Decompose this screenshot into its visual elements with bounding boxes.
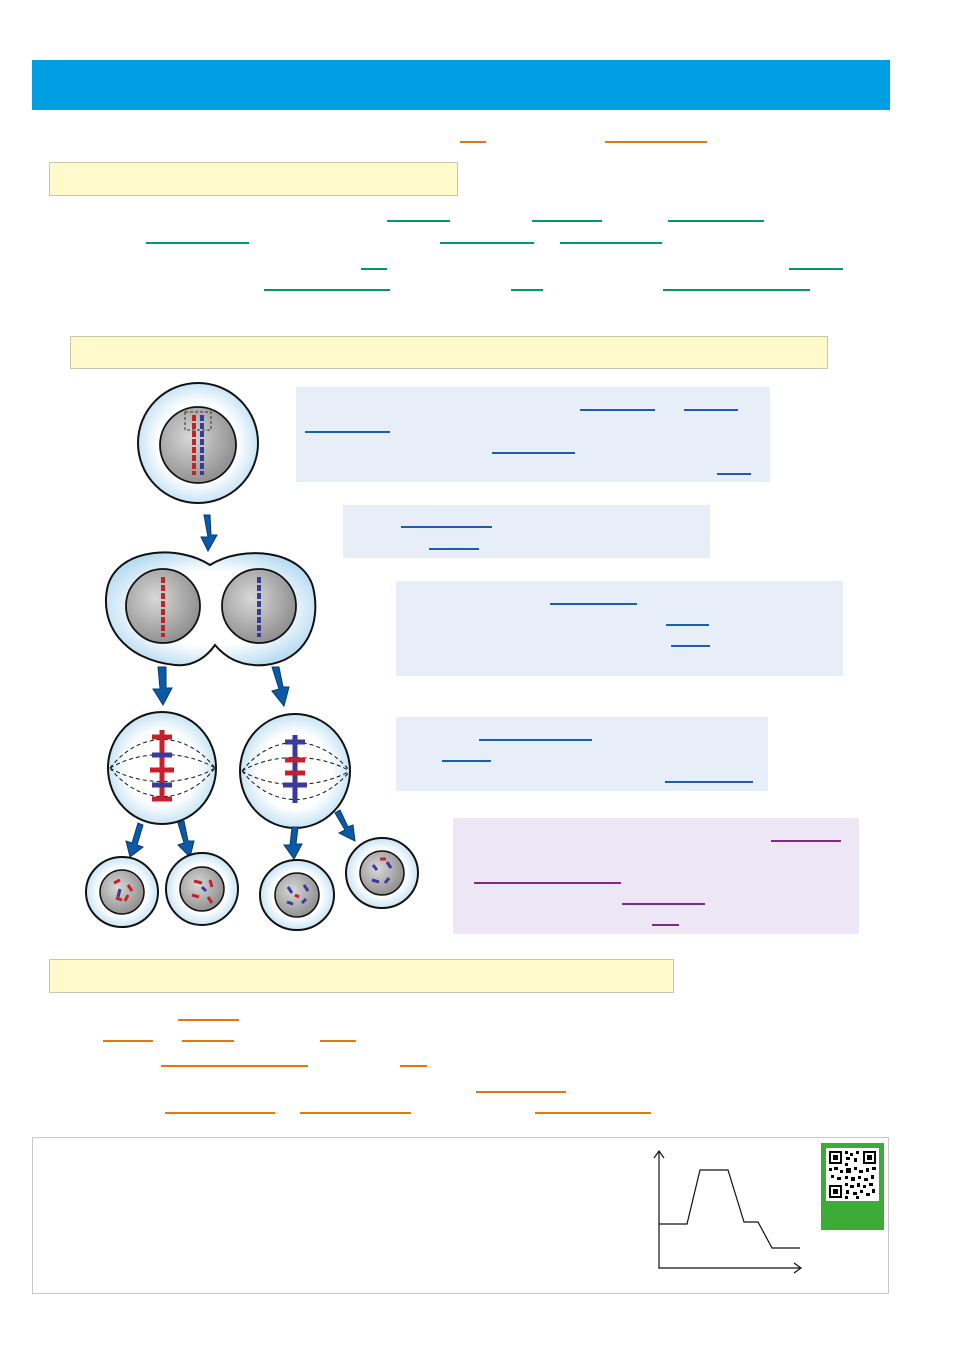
blank[interactable] [440,242,534,244]
blank[interactable] [165,1112,275,1114]
blank[interactable] [400,1065,427,1067]
down-arrow-icon [125,822,145,858]
blank[interactable] [161,1065,308,1067]
blank[interactable] [474,882,621,884]
info-box-interkinesis [396,581,843,676]
meiosis-2-cell-right [239,713,351,829]
blank[interactable] [387,220,450,222]
info-box-interphase [296,387,770,482]
section-heading-1 [49,162,458,196]
section-heading-2 [70,336,828,369]
blank[interactable] [580,409,655,411]
blank[interactable] [532,220,602,222]
info-box-meiosis-1 [343,505,710,558]
blank[interactable] [665,781,753,783]
daughter-cell [85,856,159,928]
blank[interactable] [320,1040,356,1042]
blank[interactable] [479,739,592,741]
blank[interactable] [684,409,738,411]
down-arrow-icon [271,666,290,708]
section-heading-3 [49,959,674,993]
info-box-meiosis-2 [396,717,768,791]
blank[interactable] [178,1019,239,1021]
blank[interactable] [460,141,486,143]
blank[interactable] [476,1091,566,1093]
blank[interactable] [666,624,709,626]
daughter-cell [345,837,419,909]
blank[interactable] [550,603,637,605]
daughter-cell [165,852,239,926]
meiosis-2-cell-left [107,711,217,825]
daughter-cell [259,859,335,931]
blank[interactable] [182,1040,234,1042]
parent-cell [137,382,259,504]
blank[interactable] [671,645,710,647]
blank[interactable] [535,1112,651,1114]
blank[interactable] [492,452,575,454]
blank[interactable] [361,268,387,270]
down-arrow-icon [283,826,303,860]
blank[interactable] [789,268,843,270]
qr-code-frame[interactable] [821,1143,884,1230]
down-arrow-icon [334,809,356,842]
blank[interactable] [511,289,543,291]
blank[interactable] [300,1112,411,1114]
blank[interactable] [560,242,662,244]
blank[interactable] [717,473,751,475]
blank[interactable] [668,220,764,222]
blank[interactable] [652,924,679,926]
blank[interactable] [264,289,390,291]
blank[interactable] [305,431,390,433]
blank[interactable] [622,903,705,905]
meiosis-1-cell [105,551,317,667]
down-arrow-icon [177,820,195,858]
meiosis-diagram [85,382,419,931]
dna-content-line [659,1169,800,1249]
blank[interactable] [605,141,707,143]
qr-code-icon[interactable] [826,1148,879,1201]
blank[interactable] [663,289,810,291]
blank[interactable] [401,526,492,528]
blank[interactable] [146,242,249,244]
blank[interactable] [442,760,491,762]
blank[interactable] [429,548,479,550]
info-box-result [453,818,859,934]
down-arrow-icon [200,514,218,553]
line-graph-icon [653,1149,803,1274]
down-arrow-icon [152,666,173,707]
blank[interactable] [771,840,841,842]
blank[interactable] [103,1040,153,1042]
title-bar [32,60,890,110]
homologous-chromosomes [192,415,204,475]
